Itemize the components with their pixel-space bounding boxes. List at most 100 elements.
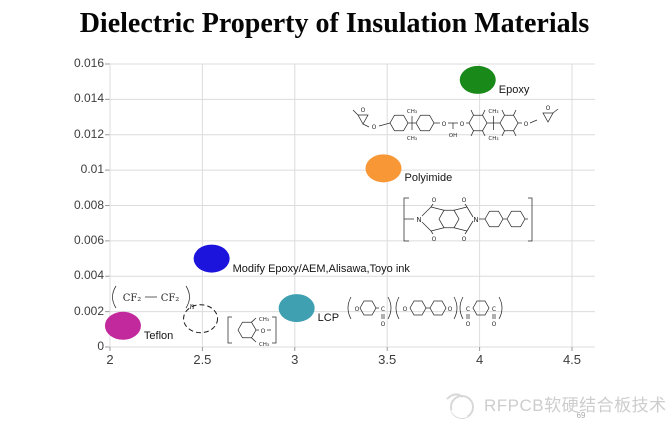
chem-bond [482, 109, 486, 116]
chem-bond [513, 130, 517, 137]
atom-label: CF₂ [123, 293, 142, 304]
chem-bond [501, 109, 505, 116]
chem-bond [472, 300, 490, 316]
chem-bond [421, 206, 432, 217]
atom-label: CH₃ [259, 317, 269, 323]
chem-bond [251, 337, 257, 343]
page-title: Dielectric Property of Insulation Materi… [79, 8, 590, 39]
point-label-epoxy: Epoxy [498, 83, 530, 96]
chem-bond [378, 122, 391, 127]
point-label-lcp: LCP [317, 312, 340, 325]
atom-label: O [462, 197, 467, 204]
chem-bond [453, 227, 468, 232]
marker-unlabeled-dashed [183, 304, 219, 334]
chem-bond [464, 230, 468, 235]
atom-label: O [524, 121, 529, 128]
atom-label: C [381, 306, 385, 313]
polyimide-structure-diagram: N O O O O N [403, 197, 533, 243]
point-label-teflon: Teflon [143, 329, 174, 342]
y-tick-label: 0.004 [73, 268, 104, 283]
atom-label: C [492, 306, 496, 313]
atom-label: O [432, 236, 437, 243]
y-tick-label: 0.014 [73, 91, 104, 106]
atom-label: O [261, 328, 266, 335]
atom-label: O [355, 306, 360, 313]
atom-label: O [492, 321, 497, 328]
atom-label: CH₃ [259, 342, 269, 348]
chem-bond [498, 296, 503, 320]
marker-modify-epoxy-aem-alisawa-toyo-ink [193, 244, 230, 273]
chem-bond [430, 227, 445, 232]
watermark-logo-icon [446, 393, 474, 419]
atom-label: O [442, 121, 447, 128]
atom-label: CH₃ [488, 136, 498, 142]
atom-label: CH₃ [407, 109, 417, 115]
chem-bond [499, 114, 519, 132]
y-tick-label: 0 [97, 339, 104, 353]
chem-bond [459, 296, 464, 320]
chem-bond [227, 316, 232, 344]
chem-bond [387, 296, 392, 320]
chem-bond [528, 197, 533, 242]
atom-label: O [448, 306, 453, 313]
marker-lcp [278, 294, 315, 323]
atom-label: O [403, 306, 408, 313]
chem-bond [542, 112, 554, 123]
chem-bond [506, 210, 526, 228]
atom-label: CF₂ [161, 293, 180, 304]
chem-bond [513, 109, 517, 116]
atom-label: O [546, 105, 551, 112]
atom-label: C [466, 306, 470, 313]
chem-bond [470, 109, 474, 116]
chem-bond [430, 230, 434, 235]
x-tick-label: 3 [291, 352, 299, 367]
atom-label: O [361, 107, 366, 114]
x-tick-label: 4 [475, 352, 484, 367]
chem-bond [395, 296, 400, 320]
atom-label: O [460, 121, 465, 128]
chem-bond [453, 206, 468, 211]
chem-bond [272, 316, 277, 344]
y-tick-label: 0.008 [73, 197, 104, 212]
chemical-structures: CF₂ CF₂ n CH₃ O CH₃ [112, 105, 559, 348]
chart-markers [104, 65, 496, 340]
x-tick-label: 2 [106, 352, 114, 367]
ppe-structure-diagram: CH₃ O CH₃ [227, 316, 277, 348]
chem-bond [501, 130, 505, 137]
chem-bond [429, 300, 447, 316]
page-number: 69 [576, 411, 586, 420]
atom-label: CH₃ [407, 136, 417, 142]
chem-bond [185, 285, 190, 309]
chem-bond [529, 119, 538, 124]
y-tick-label: 0.006 [73, 232, 104, 247]
chem-bond [466, 220, 474, 232]
atom-label: O [462, 236, 467, 243]
chem-bond [466, 206, 474, 218]
chem-bond [484, 210, 504, 228]
chem-bond [359, 300, 377, 316]
chem-bond [464, 203, 468, 208]
atom-label: O [372, 124, 377, 131]
lcp-structure-diagram: O C O O O C O C O [347, 296, 503, 328]
chem-bond [251, 317, 257, 323]
chem-bond [470, 130, 474, 137]
chem-bond [112, 285, 117, 309]
chem-bond [415, 114, 435, 132]
y-tick-label: 0.016 [73, 56, 104, 70]
atom-label: O [381, 321, 386, 328]
atom-label: CH₃ [488, 109, 498, 115]
teflon-structure-diagram: CF₂ CF₂ n [112, 285, 195, 311]
watermark-text: RFPCB软硬结合板技术 [484, 396, 667, 415]
point-label-polyimide: Polyimide [404, 172, 453, 185]
y-tick-label: 0.01 [80, 162, 104, 177]
chem-bond [438, 209, 460, 229]
atom-label: N [473, 216, 478, 224]
chem-bond [357, 114, 369, 125]
chem-bond [552, 108, 559, 114]
marker-epoxy [459, 65, 496, 94]
chem-bond [362, 123, 370, 128]
chem-bond [403, 197, 409, 242]
chem-bond [409, 300, 427, 316]
chem-bond [453, 296, 458, 320]
